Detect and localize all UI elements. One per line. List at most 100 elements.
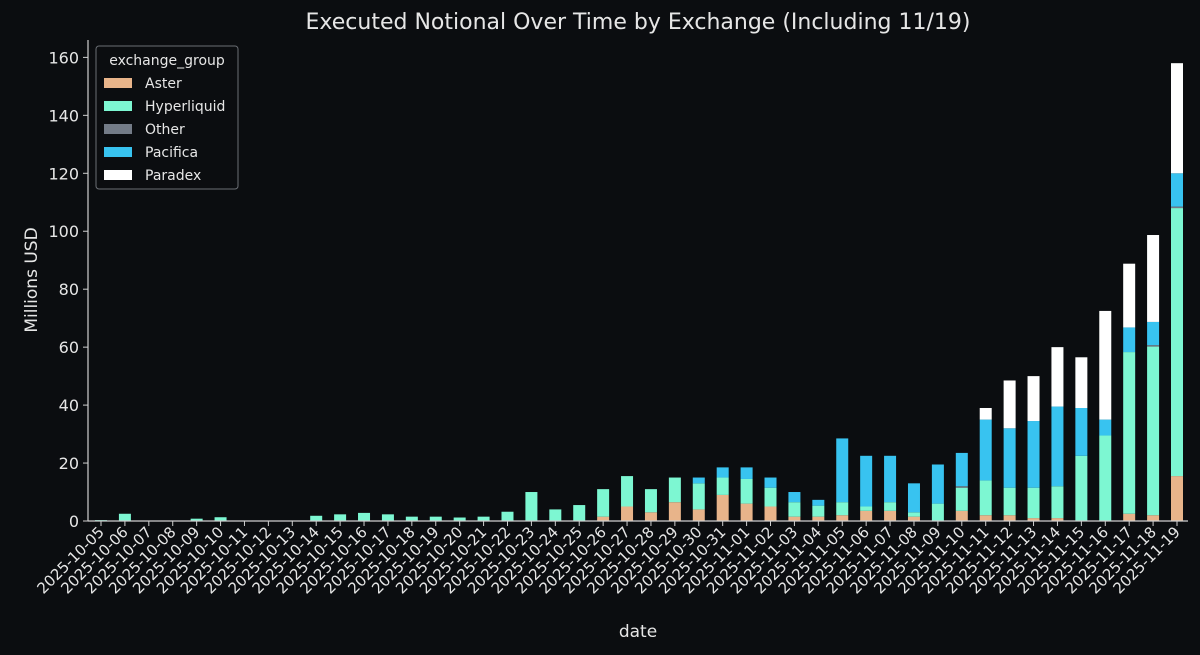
bar-segment-hyperliquid-2025-10-22 [501, 511, 514, 521]
bar-segment-hyperliquid-2025-11-09 [931, 503, 944, 521]
bar-segment-aster-2025-11-10 [955, 510, 968, 521]
y-tick-label: 100 [48, 222, 79, 241]
y-tick-label: 140 [48, 106, 79, 125]
bar-segment-aster-2025-11-12 [1003, 515, 1016, 521]
bar-segment-other-2025-11-18 [1147, 345, 1160, 347]
bar-segment-pacifica-2025-10-31 [716, 467, 729, 478]
bar-segment-pacifica-2025-11-19 [1171, 173, 1183, 207]
bar-segment-aster-2025-11-13 [1027, 518, 1040, 521]
bar-segment-paradex-2025-11-11 [979, 407, 992, 420]
bar-segment-paradex-2025-11-19 [1171, 63, 1183, 174]
bar-segment-pacifica-2025-11-08 [907, 483, 920, 513]
bar-segment-hyperliquid-2025-11-01 [740, 478, 753, 504]
bar-segment-hyperliquid-2025-10-28 [644, 489, 657, 513]
y-tick-label: 60 [59, 338, 79, 357]
bar-segment-pacifica-2025-11-04 [812, 499, 825, 506]
bar-segment-pacifica-2025-11-10 [955, 452, 968, 487]
bar-segment-hyperliquid-2025-11-07 [884, 502, 897, 511]
bar-segment-pacifica-2025-11-14 [1051, 406, 1064, 487]
bar-segment-hyperliquid-2025-10-25 [573, 505, 586, 521]
bar-segment-hyperliquid-2025-10-17 [381, 514, 394, 521]
bar-segment-hyperliquid-2025-10-30 [692, 483, 705, 510]
bar-segment-aster-2025-10-27 [621, 506, 634, 521]
bar-segment-pacifica-2025-11-02 [764, 477, 777, 488]
bar-segment-hyperliquid-2025-10-15 [334, 514, 347, 521]
bar-segment-pacifica-2025-11-01 [740, 467, 753, 479]
bar-segment-hyperliquid-2025-11-04 [812, 505, 825, 517]
bar-segment-hyperliquid-2025-10-24 [549, 509, 562, 521]
x-axis-label: date [619, 622, 657, 642]
bar-segment-paradex-2025-11-15 [1075, 357, 1088, 408]
legend-label-other: Other [145, 122, 185, 138]
bar-segment-hyperliquid-2025-11-16 [1099, 435, 1112, 521]
bar-segment-hyperliquid-2025-11-17 [1123, 352, 1136, 514]
bar-segment-hyperliquid-2025-11-06 [860, 506, 873, 511]
y-tick-label: 40 [59, 396, 79, 415]
bar-segment-aster-2025-10-30 [692, 509, 705, 521]
bar-segment-hyperliquid-2025-10-19 [429, 516, 442, 521]
bar-segment-pacifica-2025-10-30 [692, 477, 705, 484]
bar-segment-hyperliquid-2025-10-06 [118, 513, 131, 521]
legend-swatch-hyperliquid [104, 101, 132, 111]
bar-segment-hyperliquid-2025-10-14 [310, 515, 323, 521]
y-tick-label: 120 [48, 164, 79, 183]
bar-segment-aster-2025-11-06 [860, 510, 873, 521]
bar-segment-other-2025-11-19 [1171, 206, 1183, 209]
bar-segment-aster-2025-11-05 [836, 515, 849, 521]
bar-segment-aster-2025-11-07 [884, 510, 897, 521]
y-tick-label: 160 [48, 48, 79, 67]
y-tick-label: 20 [59, 454, 79, 473]
bar-segment-aster-2025-10-26 [597, 516, 610, 521]
bar-segment-hyperliquid-2025-11-10 [955, 487, 968, 511]
legend-label-hyperliquid: Hyperliquid [145, 99, 225, 115]
bar-segment-hyperliquid-2025-11-13 [1027, 487, 1040, 519]
bar-segment-hyperliquid-2025-10-20 [453, 517, 466, 521]
bar-segment-aster-2025-11-11 [979, 515, 992, 521]
legend-swatch-other [104, 124, 132, 134]
bar-segment-paradex-2025-11-17 [1123, 263, 1136, 328]
bar-segment-hyperliquid-2025-11-15 [1075, 455, 1088, 521]
bar-segment-hyperliquid-2025-10-29 [668, 477, 681, 503]
bar-segment-hyperliquid-2025-10-27 [621, 476, 634, 507]
bar-segment-hyperliquid-2025-11-08 [907, 512, 920, 517]
bar-segment-aster-2025-10-31 [716, 494, 729, 521]
bar-segment-hyperliquid-2025-10-31 [716, 477, 729, 495]
bar-segment-hyperliquid-2025-11-19 [1171, 208, 1183, 477]
bar-segment-aster-2025-10-28 [644, 512, 657, 521]
legend-swatch-paradex [104, 170, 132, 180]
bar-segment-hyperliquid-2025-11-12 [1003, 487, 1016, 516]
chart-title: Executed Notional Over Time by Exchange … [306, 10, 971, 35]
bar-segment-paradex-2025-11-18 [1147, 235, 1160, 322]
bar-segment-hyperliquid-2025-10-16 [358, 512, 371, 521]
bar-segment-pacifica-2025-11-18 [1147, 321, 1160, 346]
bar-segment-hyperliquid-2025-10-21 [477, 516, 490, 521]
legend-swatch-pacifica [104, 147, 132, 157]
legend-label-paradex: Paradex [145, 168, 201, 184]
legend-label-aster: Aster [145, 76, 182, 92]
bar-segment-pacifica-2025-11-17 [1123, 327, 1136, 353]
bar-segment-pacifica-2025-11-16 [1099, 419, 1112, 436]
bar-segment-pacifica-2025-11-03 [788, 492, 801, 503]
bar-segment-aster-2025-11-08 [907, 516, 920, 521]
bar-segment-pacifica-2025-11-12 [1003, 428, 1016, 488]
bar-segment-aster-2025-11-14 [1051, 518, 1064, 521]
legend-title: exchange_group [109, 53, 225, 69]
bar-segment-aster-2025-11-02 [764, 506, 777, 521]
y-tick-label: 80 [59, 280, 79, 299]
bar-segment-paradex-2025-11-14 [1051, 347, 1064, 407]
bars-layer [95, 63, 1183, 521]
legend-label-pacifica: Pacifica [145, 145, 198, 161]
bar-segment-paradex-2025-11-16 [1099, 310, 1112, 420]
bar-segment-pacifica-2025-11-07 [884, 455, 897, 503]
y-axis-label: Millions USD [22, 227, 42, 332]
bar-segment-aster-2025-11-18 [1147, 515, 1160, 521]
bar-segment-pacifica-2025-11-05 [836, 438, 849, 503]
bar-segment-hyperliquid-2025-10-18 [405, 516, 418, 521]
bar-segment-hyperliquid-2025-10-26 [597, 489, 610, 517]
bar-segment-other-2025-11-10 [955, 486, 968, 488]
bar-segment-aster-2025-11-03 [788, 516, 801, 521]
bar-segment-aster-2025-10-29 [668, 502, 681, 521]
bar-segment-hyperliquid-2025-11-02 [764, 487, 777, 507]
bar-segment-pacifica-2025-11-09 [931, 464, 944, 504]
